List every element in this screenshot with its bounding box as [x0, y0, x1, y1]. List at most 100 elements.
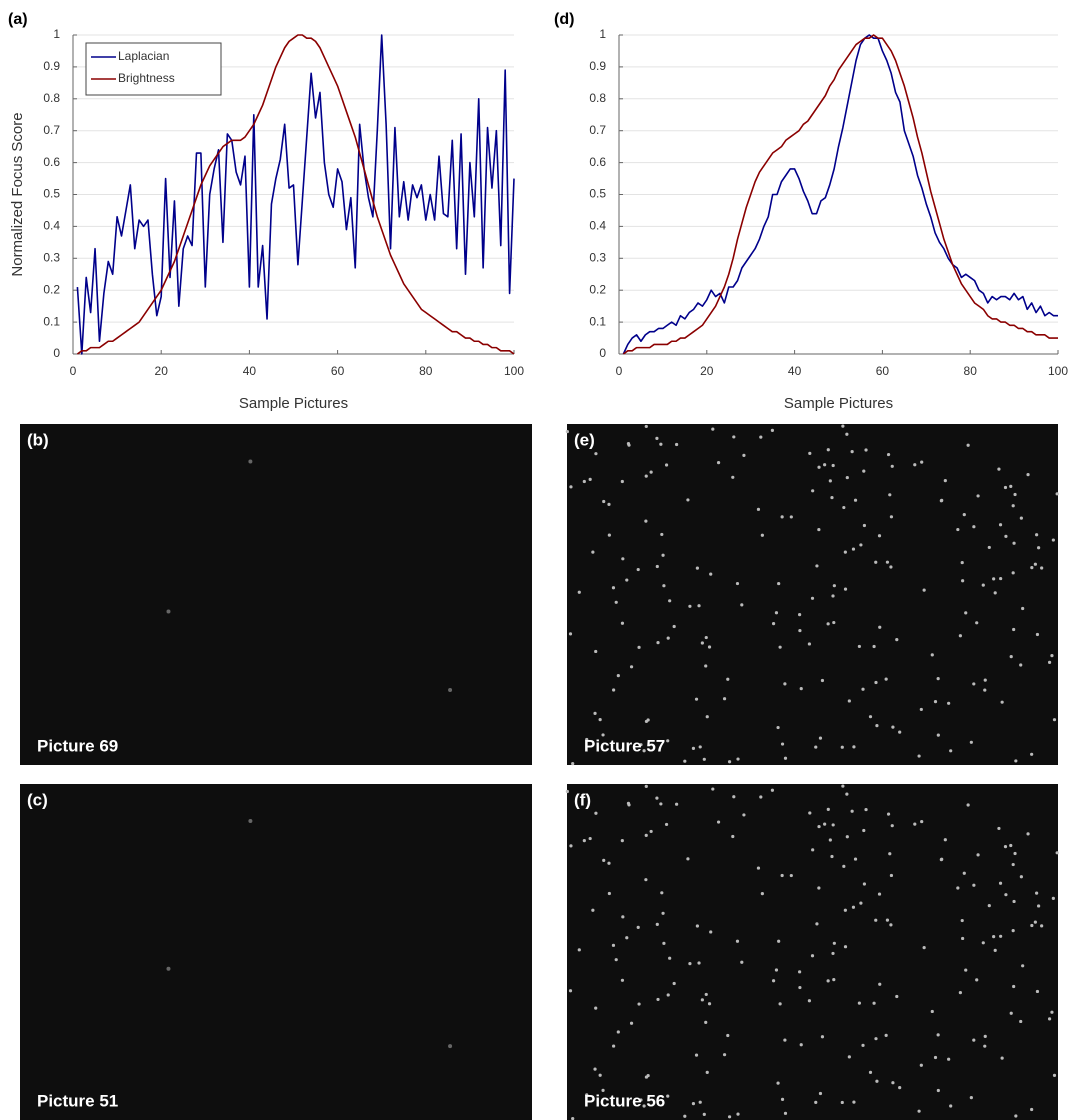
cell — [675, 802, 679, 806]
cell — [933, 700, 938, 704]
cell — [850, 450, 854, 454]
cell — [620, 839, 624, 843]
cell — [582, 479, 586, 484]
cell — [694, 697, 699, 701]
cell — [1026, 473, 1030, 477]
cell — [798, 985, 802, 990]
y-tick-label: 0.9 — [589, 59, 606, 73]
y-tick-label: 0.1 — [589, 314, 606, 328]
cell — [940, 498, 944, 502]
cell — [898, 730, 902, 734]
cell — [664, 463, 669, 467]
cell — [874, 560, 878, 564]
cell — [956, 886, 960, 890]
cell — [688, 604, 692, 608]
cell — [700, 998, 704, 1002]
cell — [771, 622, 776, 626]
cell — [594, 1006, 598, 1010]
cell — [697, 961, 701, 965]
cell — [1026, 832, 1030, 836]
cell — [1035, 989, 1040, 994]
cell — [716, 820, 721, 824]
cell — [1012, 541, 1016, 545]
y-tick-label: 0.8 — [589, 91, 606, 105]
cell — [981, 941, 985, 945]
cell — [832, 620, 836, 625]
cell — [642, 1104, 646, 1108]
cell — [992, 935, 996, 939]
cell — [933, 1055, 938, 1060]
cell — [811, 489, 815, 493]
cell — [780, 1097, 785, 1101]
cell — [826, 448, 830, 452]
cell — [958, 991, 962, 995]
cell — [947, 701, 951, 705]
cell — [975, 621, 979, 625]
cell — [672, 624, 676, 629]
cell — [702, 757, 706, 761]
cell — [611, 943, 616, 947]
cell — [889, 923, 893, 927]
cell — [826, 622, 830, 626]
cell — [1040, 924, 1044, 928]
cell — [868, 715, 873, 719]
cell — [818, 1091, 823, 1096]
y-tick-label: 0.6 — [43, 155, 60, 169]
cell — [815, 922, 819, 926]
cell — [820, 1035, 825, 1039]
cell — [639, 743, 643, 747]
cell — [672, 981, 676, 986]
y-tick-label: 0.1 — [43, 314, 60, 328]
cell — [756, 507, 761, 511]
cell — [644, 474, 648, 478]
cell — [895, 994, 899, 999]
y-tick-label: 0 — [599, 346, 606, 360]
cell — [841, 784, 845, 788]
cell — [448, 1044, 453, 1049]
cell — [840, 1100, 844, 1105]
cell — [736, 757, 740, 761]
cell — [625, 578, 629, 582]
cell — [817, 824, 821, 829]
cell — [842, 505, 846, 510]
cell — [783, 1038, 787, 1042]
cell — [830, 854, 834, 859]
cell — [913, 822, 917, 826]
cell — [716, 461, 721, 465]
cell — [853, 857, 858, 861]
cell — [898, 1086, 902, 1090]
cell — [814, 745, 818, 749]
cell — [704, 992, 708, 997]
cell — [620, 978, 625, 982]
cell — [694, 1053, 699, 1057]
y-tick-label: 0.9 — [43, 59, 60, 73]
x-tick-label: 0 — [616, 364, 623, 378]
cell — [843, 945, 848, 949]
cell — [964, 968, 968, 972]
cell — [1021, 606, 1025, 611]
cell — [777, 581, 781, 586]
cell — [943, 478, 947, 483]
cell — [629, 665, 634, 669]
cell — [666, 739, 670, 743]
cell — [886, 812, 891, 816]
cell — [1019, 516, 1023, 520]
cell — [853, 498, 858, 502]
cell — [949, 749, 953, 753]
cell — [649, 470, 653, 474]
cell — [872, 1001, 876, 1005]
cell — [1030, 923, 1034, 928]
panel-label: (f) — [574, 790, 591, 809]
cell — [832, 941, 836, 945]
y-tick-label: 0.5 — [589, 187, 606, 201]
cell — [644, 784, 648, 788]
cell — [668, 956, 672, 960]
cell — [997, 826, 1001, 831]
cell — [686, 857, 690, 861]
cell — [964, 611, 968, 615]
cell — [807, 642, 812, 646]
cell — [711, 787, 715, 791]
cell — [248, 459, 253, 464]
cell — [969, 1096, 973, 1100]
